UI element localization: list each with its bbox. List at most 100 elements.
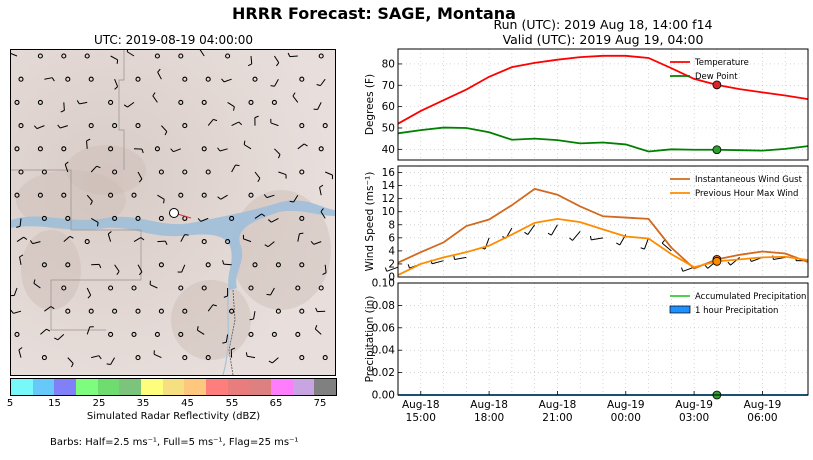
wind-barb-flag xyxy=(11,309,14,314)
wind-barb-flag xyxy=(96,165,101,169)
wind-barb xyxy=(220,194,228,200)
wind-barb-flag xyxy=(213,118,218,122)
y-tick-label: 6 xyxy=(388,232,395,244)
wind-barb-flag xyxy=(107,231,112,235)
calm-wind-circle xyxy=(178,192,184,198)
y-tick-label: 10 xyxy=(382,206,395,218)
wind-barb-flag xyxy=(589,235,592,240)
wind-barb-flag xyxy=(261,213,266,217)
calm-wind-circle xyxy=(201,146,207,152)
wind-barb xyxy=(16,236,24,243)
wind-barb-flag xyxy=(640,247,645,250)
x-tick-label: Aug-19 xyxy=(675,399,713,411)
calm-wind-circle xyxy=(275,308,281,314)
terrain-relief xyxy=(66,145,146,195)
colorbar-swatch xyxy=(314,379,337,395)
wind-barb-flag xyxy=(407,264,410,269)
wind-barb xyxy=(197,329,205,335)
wind-barb-flag xyxy=(138,271,143,276)
wind-barb xyxy=(67,357,74,364)
calm-wind-circle xyxy=(37,53,43,59)
series-line xyxy=(397,126,809,153)
calm-wind-circle xyxy=(271,331,277,337)
wind-barb xyxy=(114,79,119,87)
wind-barb-flag xyxy=(60,109,65,113)
calm-wind-circle xyxy=(322,123,328,129)
colorbar-swatch xyxy=(227,379,250,395)
calm-wind-circle xyxy=(112,215,118,221)
x-tick-label: 03:00 xyxy=(679,412,709,424)
wind-barb-flag xyxy=(33,279,36,284)
wind-barb-flag xyxy=(569,237,573,241)
wind-barb xyxy=(90,217,99,223)
wind-barb-flag xyxy=(322,272,327,276)
wind-barb xyxy=(271,217,279,223)
y-tick-label: 0.06 xyxy=(372,322,396,334)
wind-barb xyxy=(33,282,41,289)
wind-barb xyxy=(207,304,214,312)
wind-barb xyxy=(18,349,22,358)
wind-barb xyxy=(320,211,326,219)
y-tick-label: 0.02 xyxy=(372,367,395,379)
wind-barb-flag xyxy=(238,121,243,126)
terrain-relief xyxy=(21,230,81,310)
calm-wind-circle xyxy=(299,262,305,268)
wind-barb-flag xyxy=(661,239,666,244)
map-title: UTC: 2019-08-19 04:00:00 xyxy=(93,33,254,47)
y-tick-label: 0.04 xyxy=(372,345,396,357)
calm-wind-circle xyxy=(108,331,114,337)
calm-wind-circle xyxy=(248,285,254,291)
series-line xyxy=(397,217,809,276)
calm-wind-circle xyxy=(14,331,20,337)
calm-wind-circle xyxy=(252,262,258,268)
wind-barb-field xyxy=(11,50,334,368)
wind-barb-flag xyxy=(680,267,684,272)
wind-barb xyxy=(231,121,239,127)
wind-barb xyxy=(207,119,214,126)
reflectivity-colorbar xyxy=(10,378,337,396)
calm-wind-circle xyxy=(182,76,188,82)
wind-barb-flag xyxy=(184,234,189,236)
wind-barb-flag xyxy=(270,85,275,87)
wind-barb-flag xyxy=(276,62,280,67)
radar-map[interactable] xyxy=(10,49,336,376)
calm-wind-circle xyxy=(154,331,160,337)
wind-barb xyxy=(274,78,279,87)
calm-wind-circle xyxy=(205,76,211,82)
y-tick-label: 14 xyxy=(382,180,396,192)
colorbar-tick-label: 75 xyxy=(313,398,327,409)
wind-barb xyxy=(254,171,261,179)
colorbar-swatch xyxy=(54,379,77,395)
wind-barb-flag xyxy=(235,164,240,167)
wind-barb xyxy=(773,256,786,260)
calm-wind-circle xyxy=(299,123,305,129)
y-axis-label: Degrees (F) xyxy=(364,74,376,135)
wind-barb xyxy=(133,237,142,243)
wind-barb xyxy=(273,55,280,63)
wind-barb-flag xyxy=(616,242,621,246)
colorbar-swatch xyxy=(76,379,98,395)
calm-wind-circle xyxy=(158,215,164,221)
colorbar-tick-label: 45 xyxy=(181,398,194,409)
calm-wind-circle xyxy=(65,215,71,221)
wind-barb-flag xyxy=(524,231,529,236)
calm-wind-circle xyxy=(182,355,188,361)
calm-wind-circle xyxy=(158,169,164,175)
wind-barb-flag xyxy=(138,178,143,183)
wind-barb-flag xyxy=(197,218,202,222)
wind-barb xyxy=(431,260,444,265)
calm-wind-circle xyxy=(182,308,188,314)
wind-barb xyxy=(86,194,93,202)
wind-barb-flag xyxy=(263,194,268,198)
colorbar-swatch xyxy=(292,379,315,395)
wind-barb xyxy=(319,187,322,196)
barbs-note: Barbs: Half=2.5 ms⁻¹, Full=5 ms⁻¹, Flag=… xyxy=(50,437,299,448)
wind-barb xyxy=(223,263,232,266)
wind-barb xyxy=(243,238,252,243)
wind-barb-flag xyxy=(287,52,291,57)
wind-barb-flag xyxy=(87,294,92,299)
wind-barb xyxy=(32,241,41,245)
wind-barb xyxy=(107,233,112,242)
wind-barb xyxy=(297,233,300,242)
